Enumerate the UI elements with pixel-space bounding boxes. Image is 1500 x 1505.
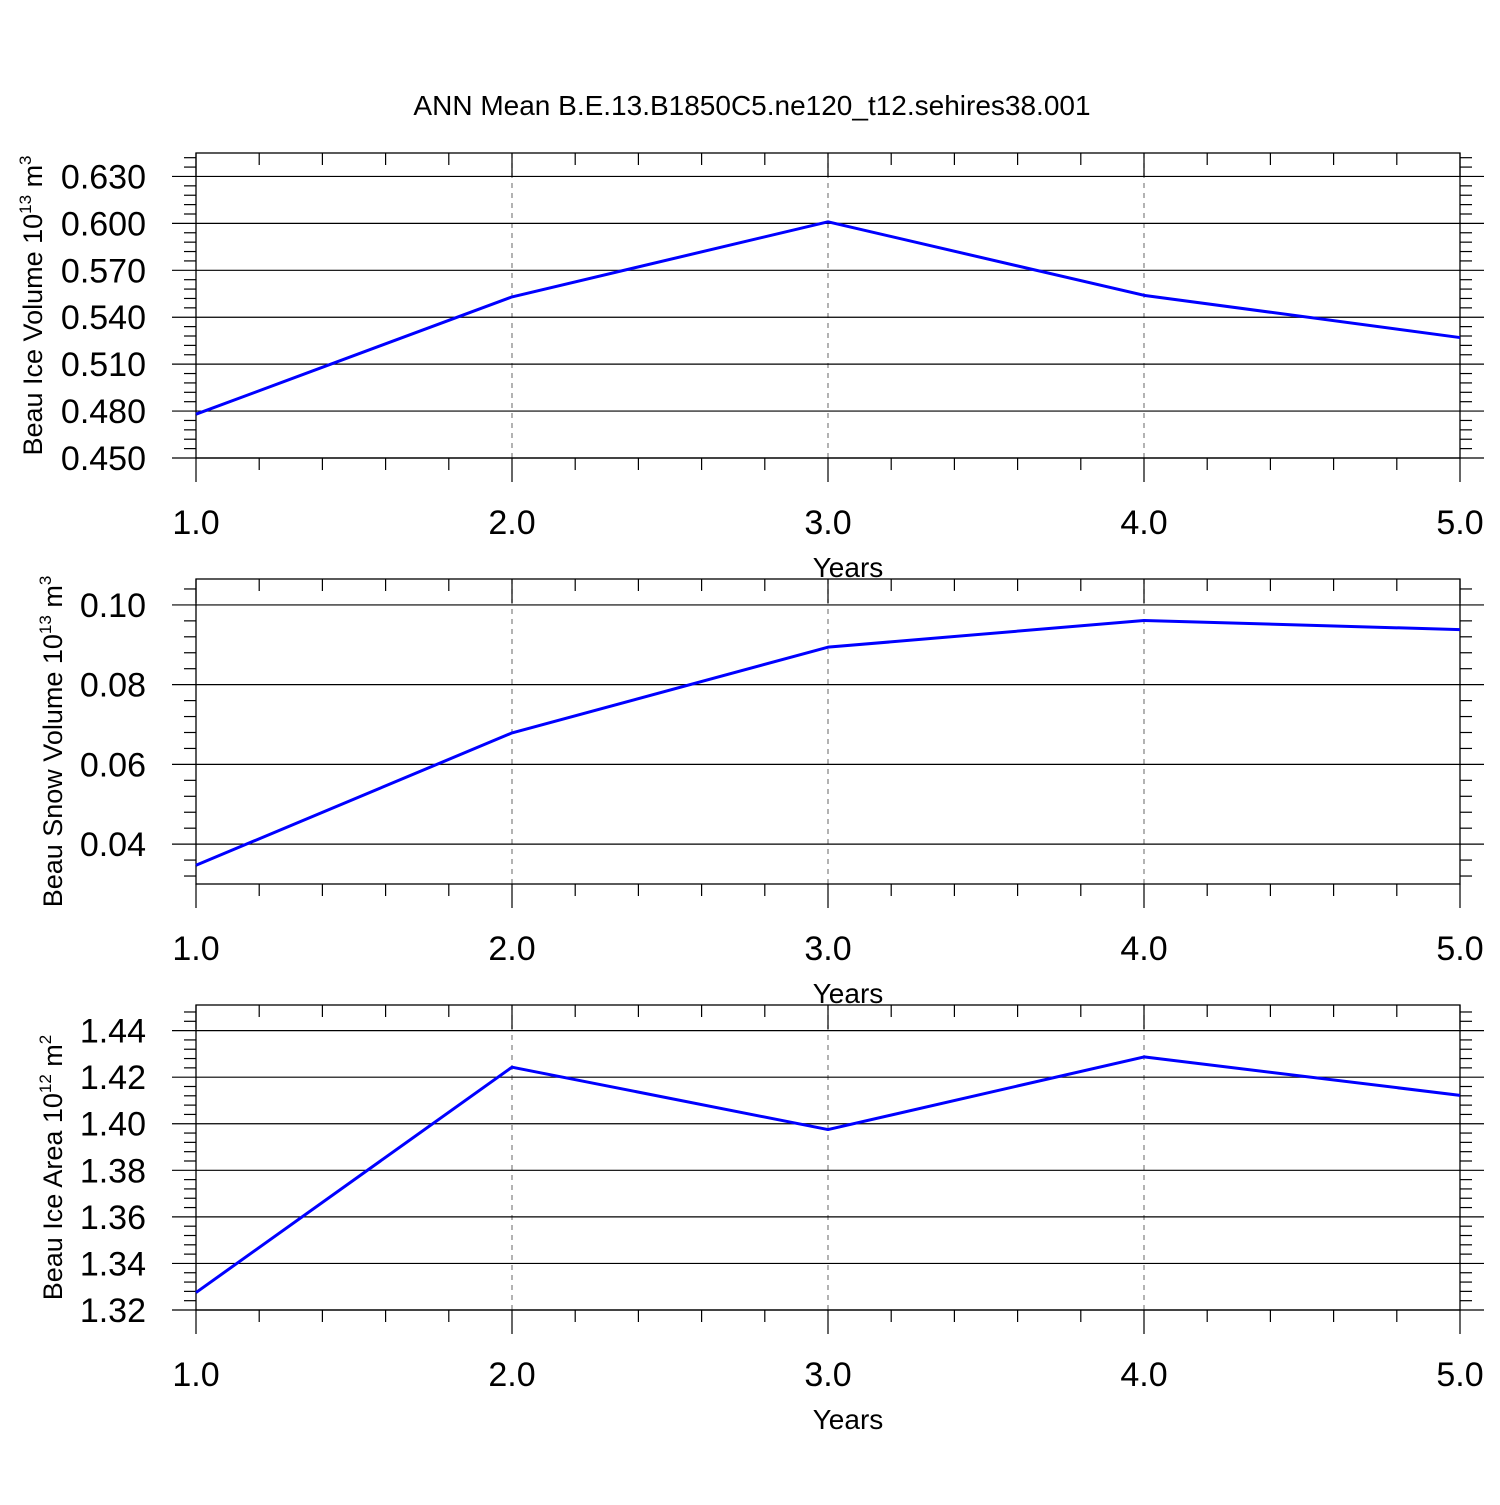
chart-title: ANN Mean B.E.13.B1850C5.ne120_t12.sehire…	[413, 90, 1090, 121]
x-tick-label: 4.0	[1120, 930, 1167, 968]
y-tick-label: 1.40	[80, 1106, 146, 1144]
x-tick-label: 2.0	[488, 504, 535, 542]
y-tick-label: 0.510	[61, 346, 146, 384]
y-axis-label: Beau Ice Area 1012 m2	[36, 1035, 68, 1301]
y-tick-label: 0.480	[61, 393, 146, 431]
x-tick-label: 4.0	[1120, 504, 1167, 542]
x-tick-label: 3.0	[804, 930, 851, 968]
y-tick-label: 0.570	[61, 252, 146, 290]
x-axis-label: Years	[813, 1404, 884, 1435]
series-line	[195, 618, 1461, 867]
x-axis-label: Years	[813, 552, 884, 583]
y-tick-label: 1.38	[80, 1152, 146, 1190]
x-tick-label: 5.0	[1436, 504, 1483, 542]
x-tick-label: 2.0	[488, 930, 535, 968]
y-tick-label: 1.44	[80, 1013, 146, 1051]
y-tick-label: 0.450	[61, 440, 146, 478]
x-tick-label: 1.0	[172, 930, 219, 968]
panel-3: 1.0 2.0 3.0 4.0 5.0 Years 1.32 1.34 1.36 1.38 1.40…	[36, 1004, 1484, 1435]
y-axis-label: Beau Ice Volume 1013 m3	[16, 155, 48, 455]
y-tick-label: 1.32	[80, 1292, 146, 1330]
y-tick-label: 0.630	[61, 158, 146, 196]
x-tick-label: 5.0	[1436, 930, 1483, 968]
y-tick-label: 0.10	[80, 587, 146, 625]
y-tick-label: 0.540	[61, 299, 146, 337]
x-axis-label: Years	[813, 978, 884, 1009]
x-tick-label: 2.0	[488, 1356, 535, 1394]
x-tick-label: 1.0	[172, 1356, 219, 1394]
panel-1: 1.0 2.0 3.0 4.0 5.0 Years 0.450 0.480 0.510 0.540…	[16, 152, 1484, 583]
y-tick-label: 0.08	[80, 667, 146, 705]
x-tick-label: 4.0	[1120, 1356, 1167, 1394]
x-tick-label: 3.0	[804, 504, 851, 542]
series-line	[195, 1055, 1461, 1294]
y-tick-label: 1.36	[80, 1199, 146, 1237]
x-tick-label: 5.0	[1436, 1356, 1483, 1394]
y-axis-label: Beau Snow Volume 1013 m3	[36, 576, 68, 908]
y-tick-label: 0.600	[61, 205, 146, 243]
series-line	[195, 220, 1461, 416]
y-tick-label: 0.04	[80, 826, 146, 864]
panel-2: 1.0 2.0 3.0 4.0 5.0 Years 0.04 0.06 0.08 0.10 Beau…	[36, 576, 1484, 1009]
y-tick-label: 1.42	[80, 1059, 146, 1097]
y-tick-label: 0.06	[80, 746, 146, 784]
y-tick-label: 1.34	[80, 1245, 146, 1283]
x-tick-label: 3.0	[804, 1356, 851, 1394]
x-tick-label: 1.0	[172, 504, 219, 542]
